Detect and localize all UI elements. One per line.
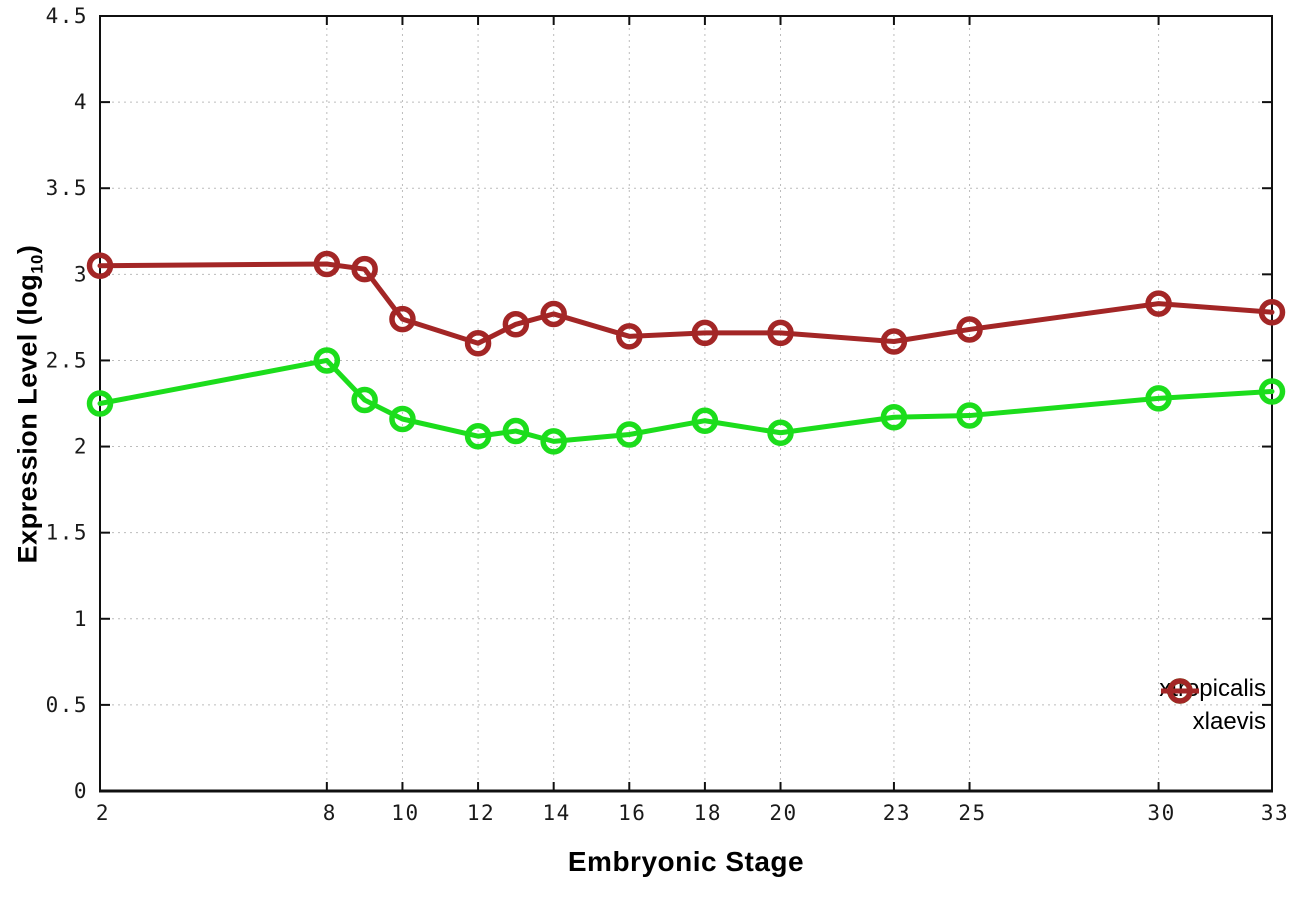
y-tick-label-4.5: 4.5 [46,4,88,28]
marker-xlaevis-13 [502,311,530,338]
y-axis-title-text: Expression Level (log [12,273,43,564]
x-tick-label-14: 14 [543,801,571,825]
marker-xtropicalis-20 [767,419,794,447]
marker-xtropicalis-8 [313,347,341,374]
x-tick-label-16: 16 [618,801,646,825]
y-tick-label-0: 0 [74,779,88,803]
marker-xlaevis-9 [351,255,378,283]
series-line-xlaevis [97,261,1275,346]
y-tick-label-4: 4 [74,90,88,114]
y-tick-label-0.5: 0.5 [46,693,88,717]
legend-marker-icon-xlaevis [1161,678,1200,704]
x-tick-label-2: 2 [96,801,110,825]
marker-xtropicalis-16 [616,421,643,448]
y-tick-label-2: 2 [74,435,88,459]
marker-xlaevis-33 [1258,298,1286,326]
y-axis-title: Expression Level (log10) [12,245,47,564]
marker-xlaevis-14 [540,300,567,328]
marker-xlaevis-10 [389,305,416,333]
marker-xtropicalis-18 [691,407,719,434]
marker-xlaevis-30 [1145,290,1172,317]
marker-xtropicalis-13 [502,417,530,445]
x-tick-label-30: 30 [1147,801,1175,825]
x-tick-label-10: 10 [391,801,419,825]
legend: xtropicalis xlaevis [1159,675,1266,736]
marker-xlaevis-16 [616,323,643,350]
x-tick-label-20: 20 [769,801,797,825]
y-tick-label-2.5: 2.5 [46,348,88,372]
marker-xtropicalis-10 [389,405,416,433]
y-tick-label-1: 1 [74,607,88,631]
x-tick-label-18: 18 [694,801,722,825]
series-line-xtropicalis [97,357,1275,444]
x-tick-label-33: 33 [1261,801,1289,825]
x-tick-label-25: 25 [958,801,986,825]
marker-xtropicalis-23 [880,404,908,431]
x-axis-title: Embryonic Stage [567,846,805,877]
y-tick-label-1.5: 1.5 [46,521,88,545]
y-tick-label-3.5: 3.5 [46,176,88,200]
marker-xlaevis-8 [313,250,341,278]
marker-xtropicalis-2 [86,390,114,417]
marker-xlaevis-12 [464,329,492,357]
x-tick-label-8: 8 [323,801,337,825]
y-tick-label-3: 3 [74,262,88,286]
marker-xtropicalis-14 [540,428,567,455]
marker-xlaevis-20 [767,319,794,347]
x-tick-label-12: 12 [467,801,495,825]
marker-xlaevis-2 [86,252,114,279]
marker-xtropicalis-12 [464,422,492,450]
legend-entry-xlaevis: xlaevis [1161,678,1266,736]
marker-xlaevis-25 [956,316,983,343]
y-axis-title-suffix: ) [12,244,43,255]
marker-xtropicalis-25 [956,402,983,429]
marker-xtropicalis-30 [1145,385,1172,412]
legend-label-xlaevis: xlaevis [1192,708,1266,735]
y-axis-title-subscript: 10 [27,254,47,274]
marker-xtropicalis-33 [1258,378,1286,405]
marker-xlaevis-23 [880,328,908,355]
x-tick-label-23: 23 [883,801,911,825]
marker-xtropicalis-9 [351,386,378,414]
marker-xlaevis-18 [691,319,719,347]
